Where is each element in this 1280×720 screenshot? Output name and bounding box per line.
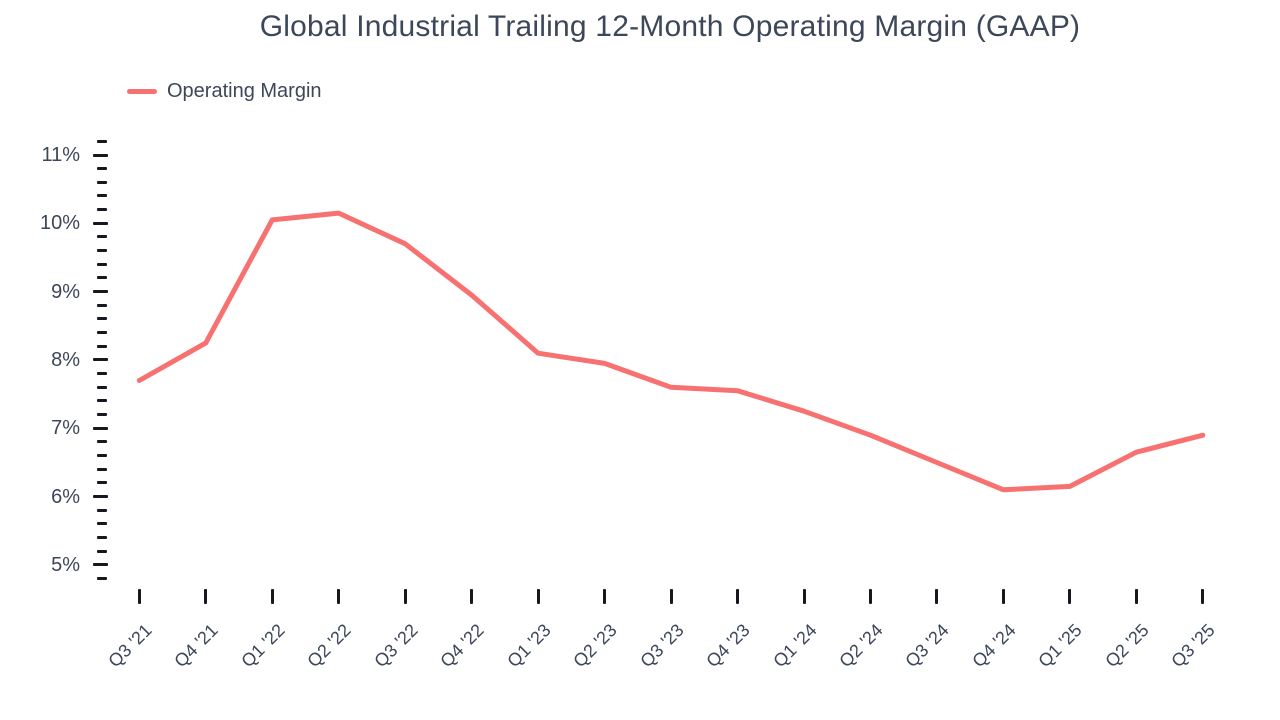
x-axis-tick [536,589,540,604]
x-axis-tick [603,589,607,604]
y-axis-minor-tick [97,331,107,335]
y-axis-label: 7% [51,417,80,440]
y-axis-major-tick [93,153,108,157]
y-axis-major-tick [93,426,108,430]
y-axis-minor-tick [97,454,107,458]
y-axis-major-tick [93,495,108,499]
x-axis-tick [270,589,274,604]
y-axis-minor-tick [97,262,107,266]
x-axis-tick [1201,589,1205,604]
x-axis-tick [802,589,806,604]
y-axis-label: 9% [51,280,80,303]
chart-title: Global Industrial Trailing 12-Month Oper… [259,10,1081,43]
y-axis-minor-tick [97,235,107,239]
legend-line-swatch [127,89,157,94]
y-axis-minor-tick [97,467,107,471]
legend-label: Operating Margin [167,80,322,102]
y-axis-minor-tick [97,481,107,485]
y-axis-major-tick [93,563,108,567]
x-axis-tick [669,589,673,604]
y-axis-minor-tick [97,522,107,526]
y-axis-minor-tick [97,536,107,540]
x-axis-tick [1068,589,1072,604]
x-axis-tick [470,589,474,604]
x-axis-tick [204,589,208,604]
y-axis-minor-tick [97,440,107,444]
y-axis-minor-tick [97,180,107,184]
y-axis-major-tick [93,221,108,225]
y-axis-minor-tick [97,385,107,389]
x-axis-tick [1134,589,1138,604]
x-axis-tick [736,589,740,604]
operating-margin-line [136,210,1206,493]
y-axis-label: 11% [41,144,80,166]
x-axis-tick [935,589,939,604]
y-axis-minor-tick [97,344,107,348]
y-axis-minor-tick [97,317,107,321]
y-axis-minor-tick [97,372,107,376]
y-axis-minor-tick [97,139,107,143]
x-axis-tick [868,589,872,604]
y-axis-minor-tick [97,208,107,212]
y-axis-minor-tick [97,399,107,403]
y-axis-minor-tick [97,249,107,253]
y-axis-minor-tick [97,167,107,171]
x-axis-tick [403,589,407,604]
y-axis-minor-tick [97,508,107,512]
x-axis-tick [337,589,341,604]
y-axis-minor-tick [97,194,107,198]
y-axis-major-tick [93,358,108,362]
y-axis-minor-tick [97,549,107,553]
x-axis-tick [137,589,141,604]
y-axis-label: 6% [51,485,80,508]
y-axis-minor-tick [97,303,107,307]
y-axis-label: 5% [51,553,80,576]
y-axis-minor-tick [97,413,107,417]
legend: Operating Margin [127,80,322,103]
y-axis-label: 8% [51,348,80,371]
y-axis-minor-tick [97,276,107,280]
y-axis-minor-tick [97,577,107,581]
x-axis-tick [1001,589,1005,604]
y-axis-major-tick [93,290,108,294]
y-axis-label: 10% [39,212,80,235]
